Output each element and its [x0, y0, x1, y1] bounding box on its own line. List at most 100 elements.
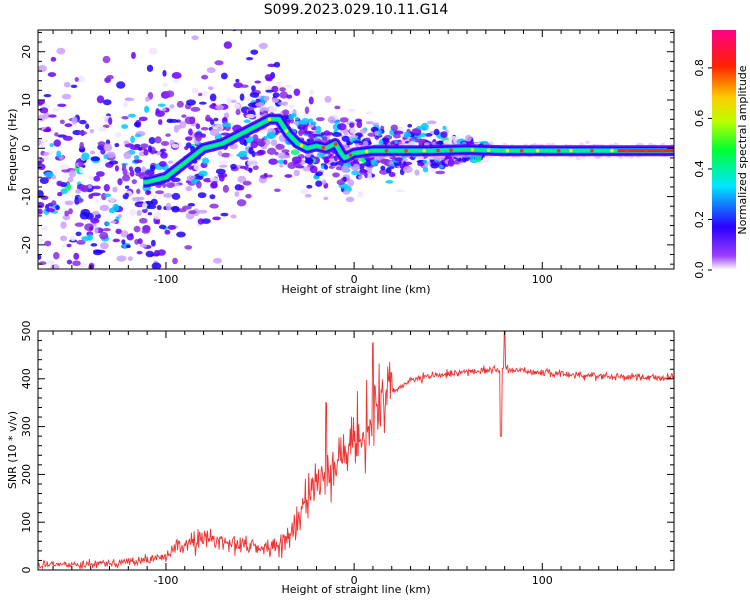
- spectrogram-cell: [154, 136, 162, 144]
- spectrogram-cell: [323, 158, 330, 164]
- spectrogram-cell: [165, 202, 172, 211]
- spectrogram-cell: [134, 166, 142, 174]
- spectrogram-cell: [162, 70, 167, 77]
- spectrogram-cell: [97, 141, 106, 147]
- snr-marks: [38, 331, 674, 570]
- spectrogram-cell: [330, 162, 338, 167]
- spectrogram-cell: [198, 170, 208, 177]
- spectrogram-cell: [275, 81, 282, 86]
- spectrogram-cell: [184, 245, 193, 250]
- spectrogram-cell: [207, 86, 214, 91]
- spectrogram-cell: [185, 186, 193, 192]
- spectrogram-cell: [43, 128, 51, 133]
- spectrogram-cell: [93, 175, 101, 182]
- spectrogram-cell: [122, 100, 129, 108]
- snr-y-ticks: 0 100 200 300 400 500: [20, 321, 674, 574]
- spectrogram-cell: [173, 127, 179, 133]
- spectrogram-peak: [299, 143, 304, 148]
- spectrogram-cell: [342, 190, 351, 195]
- spectrogram-cell: [275, 143, 285, 150]
- spectrogram-cell: [197, 192, 207, 199]
- spectrogram-cell: [309, 165, 318, 174]
- spectrogram-cell: [300, 188, 309, 195]
- spectrogram-cell: [59, 277, 63, 282]
- spectrogram-cell: [284, 84, 293, 88]
- spectrogram-cell: [75, 188, 82, 194]
- spectrogram-cell: [144, 105, 150, 113]
- spectrogram-cell: [148, 47, 158, 55]
- spectrogram-cell: [49, 143, 54, 148]
- spectrogram-cell: [39, 299, 48, 306]
- spectrogram-peak: [436, 148, 440, 153]
- spectrogram-cell: [298, 129, 304, 137]
- spectrogram-cell: [38, 160, 42, 165]
- spectrogram-cell: [291, 113, 297, 118]
- spectrogram-cell: [170, 177, 181, 183]
- spectrogram-cell: [160, 151, 168, 159]
- spectrogram-peak: [535, 148, 540, 153]
- spectrogram-cell: [59, 164, 70, 170]
- spectrogram-cell: [248, 167, 253, 173]
- spectrogram-cell: [365, 137, 371, 141]
- spectrogram-cell: [365, 121, 374, 125]
- spectrogram-cell: [236, 153, 247, 158]
- spectrogram-cell: [221, 152, 231, 158]
- spectrogram-cell: [465, 134, 472, 142]
- spectrogram-cell: [304, 130, 314, 134]
- spectrogram-cell: [61, 309, 68, 314]
- spectrogram-cell: [447, 158, 455, 167]
- spectrogram-cell: [341, 165, 350, 173]
- spectrogram-cell: [94, 199, 100, 204]
- colorbar-tick-label: 0.2: [693, 211, 706, 229]
- spectrogram-cell: [337, 123, 347, 131]
- spectrogram-cell: [190, 106, 201, 112]
- spectrogram-cell: [217, 150, 223, 157]
- spectrogram-cell: [255, 102, 265, 107]
- spectrogram-cell: [134, 133, 142, 138]
- colorbar-ticks: 0.0 0.2 0.4 0.6 0.8: [693, 59, 712, 279]
- spectrogram-cell: [181, 114, 187, 118]
- spectrogram-cell: [156, 205, 162, 211]
- spectrogram-cell: [147, 145, 152, 153]
- spectrogram-cell: [47, 72, 57, 78]
- spectrogram-cell: [226, 96, 232, 105]
- spectrogram-cell: [151, 262, 162, 269]
- spectrogram-cell: [103, 143, 113, 152]
- spectrogram-cell: [267, 63, 276, 68]
- spectrogram-cell: [45, 208, 55, 213]
- spectrogram-cell: [138, 116, 148, 122]
- spectrogram-cell: [349, 127, 357, 134]
- spectrogram-cell: [422, 166, 429, 173]
- spectrogram-cell: [222, 184, 229, 193]
- spectrogram-cell: [273, 61, 281, 68]
- spectrogram-cell: [43, 156, 50, 161]
- spectrogram-cell: [386, 167, 392, 174]
- spectrogram-cell: [78, 160, 84, 168]
- spectrogram-peak: [610, 148, 614, 153]
- spectrogram-cell: [324, 153, 330, 157]
- spectrogram-cell: [166, 182, 175, 188]
- spectrogram-cell: [64, 210, 70, 217]
- spectrogram-cell: [283, 159, 288, 165]
- spectrogram-cell: [347, 108, 357, 112]
- spectrogram-cell: [187, 202, 196, 207]
- spectrogram-cell: [43, 151, 49, 156]
- spectrogram-cell: [112, 203, 120, 212]
- spectrogram-cell: [60, 221, 67, 229]
- spectrogram-cell: [155, 108, 160, 114]
- spectrogram-cell: [105, 139, 111, 145]
- spectrogram-cell: [242, 180, 252, 186]
- spectrogram-cell: [442, 125, 447, 131]
- spectrogram-cell: [123, 140, 130, 145]
- spectrogram-cell: [238, 185, 245, 191]
- spectrogram-cell: [390, 124, 399, 132]
- spectrogram-cell: [106, 74, 114, 80]
- spectrogram-cell: [215, 168, 226, 175]
- spectrogram-cell: [150, 239, 156, 247]
- spectrogram-cell: [57, 191, 63, 197]
- spectrogram-cell: [136, 196, 145, 201]
- spectrogram-cell: [266, 131, 277, 139]
- y-tick-label: 400: [20, 368, 33, 389]
- spectrogram-cell: [394, 157, 403, 162]
- y-tick-label: -20: [20, 236, 33, 254]
